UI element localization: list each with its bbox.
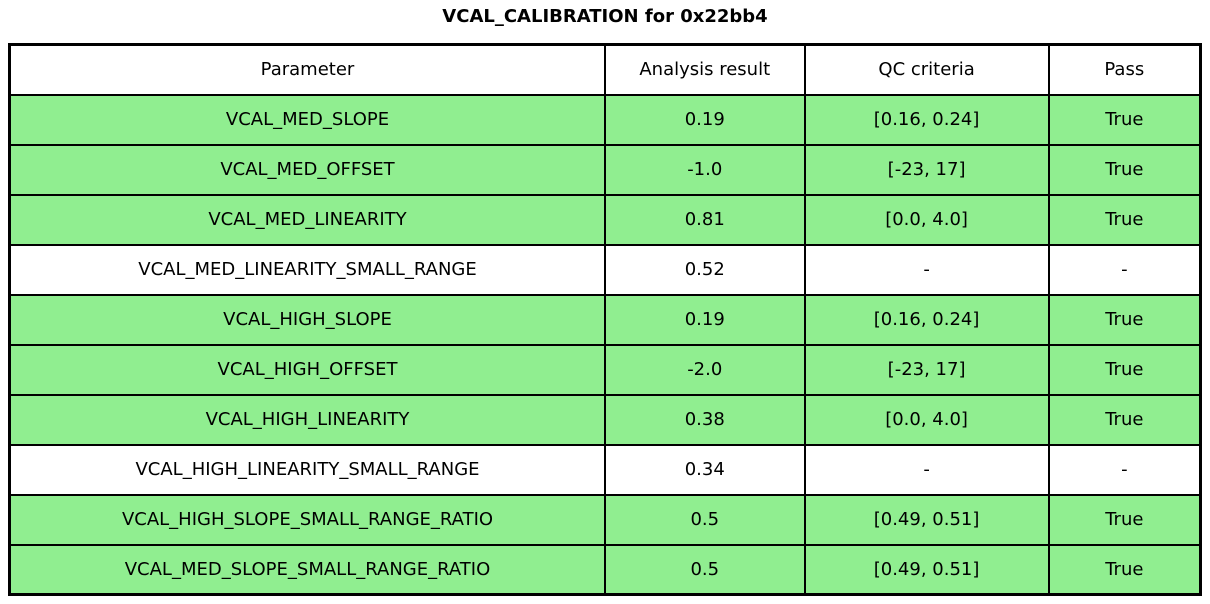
param-cell: VCAL_MED_LINEARITY_SMALL_RANGE (8, 243, 607, 296)
param-cell: VCAL_HIGH_LINEARITY_SMALL_RANGE (8, 443, 607, 496)
param-cell: VCAL_HIGH_LINEARITY (8, 393, 607, 446)
param-cell: VCAL_HIGH_SLOPE (8, 293, 607, 346)
pass-cell: True (1047, 143, 1202, 196)
result-cell: 0.38 (604, 393, 806, 446)
result-cell: 0.19 (604, 293, 806, 346)
table-row: VCAL_MED_SLOPE 0.19 [0.16, 0.24] True (8, 93, 1202, 146)
pass-cell: True (1047, 293, 1202, 346)
table-row: VCAL_HIGH_LINEARITY 0.38 [0.0, 4.0] True (8, 393, 1202, 446)
qc-results-table: Parameter Analysis result QC criteria Pass … (8, 43, 1202, 596)
header-cell-qc-criteria: QC criteria (803, 43, 1050, 96)
criteria-cell: [0.16, 0.24] (803, 93, 1050, 146)
pass-cell: True (1047, 393, 1202, 446)
table-row: VCAL_MED_LINEARITY_SMALL_RANGE 0.52- - (8, 243, 1202, 296)
criteria-cell: [0.16, 0.24] (803, 293, 1050, 346)
header-cell-analysis-result: Analysis result (604, 43, 806, 96)
criteria-cell: [0.49, 0.51] (803, 543, 1050, 596)
param-cell: VCAL_MED_LINEARITY (8, 193, 607, 246)
pass-cell: True (1047, 93, 1202, 146)
header-cell-parameter: Parameter (8, 43, 607, 96)
pass-cell: - (1047, 443, 1202, 496)
result-cell: 0.52 (604, 243, 806, 296)
result-cell: 0.34 (604, 443, 806, 496)
criteria-cell: [-23, 17] (803, 143, 1050, 196)
table-body: VCAL_MED_SLOPE 0.19 [0.16, 0.24] True VCAL_M… (8, 93, 1202, 596)
table-row: VCAL_HIGH_OFFSET -2.0 [-23, 17] True (8, 343, 1202, 396)
param-cell: VCAL_HIGH_SLOPE_SMALL_RANGE_RATIO (8, 493, 607, 546)
criteria-cell: - (803, 443, 1050, 496)
result-cell: 0.5 (604, 493, 806, 546)
table-row: VCAL_HIGH_LINEARITY_SMALL_RANGE 0.34- - (8, 443, 1202, 496)
result-cell: -2.0 (604, 343, 806, 396)
pass-cell: - (1047, 243, 1202, 296)
criteria-cell: [0.49, 0.51] (803, 493, 1050, 546)
table-row: VCAL_MED_SLOPE_SMALL_RANGE_RATIO 0.5 [0.49… (8, 543, 1202, 596)
result-cell: 0.19 (604, 93, 806, 146)
table-row: VCAL_MED_OFFSET -1.0 [-23, 17] True (8, 143, 1202, 196)
param-cell: VCAL_MED_SLOPE (8, 93, 607, 146)
pass-cell: True (1047, 193, 1202, 246)
table-row: VCAL_HIGH_SLOPE 0.19 [0.16, 0.24] True (8, 293, 1202, 346)
header-cell-pass: Pass (1047, 43, 1202, 96)
table-row: VCAL_MED_LINEARITY 0.81 [0.0, 4.0] True (8, 193, 1202, 246)
pass-cell: True (1047, 543, 1202, 596)
criteria-cell: [-23, 17] (803, 343, 1050, 396)
param-cell: VCAL_MED_SLOPE_SMALL_RANGE_RATIO (8, 543, 607, 596)
page-title: VCAL_CALIBRATION for 0x22bb4 (442, 6, 768, 27)
pass-cell: True (1047, 343, 1202, 396)
criteria-cell: - (803, 243, 1050, 296)
pass-cell: True (1047, 493, 1202, 546)
table-row: VCAL_HIGH_SLOPE_SMALL_RANGE_RATIO 0.5 [0.4… (8, 493, 1202, 546)
result-cell: 0.5 (604, 543, 806, 596)
param-cell: VCAL_HIGH_OFFSET (8, 343, 607, 396)
result-cell: 0.81 (604, 193, 806, 246)
result-cell: -1.0 (604, 143, 806, 196)
criteria-cell: [0.0, 4.0] (803, 393, 1050, 446)
criteria-cell: [0.0, 4.0] (803, 193, 1050, 246)
table-header-row: Parameter Analysis result QC criteria Pass (8, 43, 1202, 96)
param-cell: VCAL_MED_OFFSET (8, 143, 607, 196)
